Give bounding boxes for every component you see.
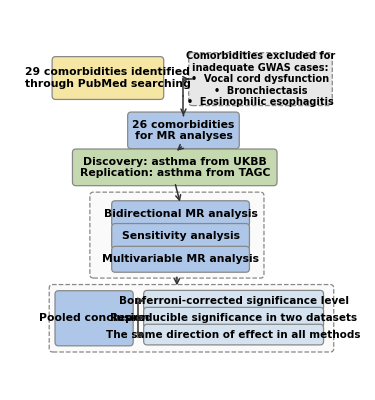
FancyBboxPatch shape (90, 192, 264, 278)
Text: 29 comorbidities identified
through PubMed searching: 29 comorbidities identified through PubM… (25, 67, 191, 89)
FancyBboxPatch shape (112, 201, 249, 227)
FancyBboxPatch shape (144, 290, 324, 311)
Text: Pooled conclusion: Pooled conclusion (39, 313, 149, 323)
Text: 26 comorbidities
for MR analyses: 26 comorbidities for MR analyses (132, 120, 235, 141)
Text: Comorbidities excluded for
inadequate GWAS cases:
•  Vocal cord dysfunction
•  B: Comorbidities excluded for inadequate GW… (186, 51, 335, 107)
FancyBboxPatch shape (72, 149, 277, 186)
Text: Bonferroni-corrected significance level: Bonferroni-corrected significance level (118, 296, 349, 306)
FancyBboxPatch shape (128, 112, 239, 149)
Text: Bidirectional MR analysis: Bidirectional MR analysis (104, 209, 258, 219)
Text: Reproducible significance in two datasets: Reproducible significance in two dataset… (110, 313, 357, 323)
Text: The same direction of effect in all methods: The same direction of effect in all meth… (106, 330, 361, 340)
FancyBboxPatch shape (144, 324, 324, 345)
FancyBboxPatch shape (55, 291, 133, 346)
FancyBboxPatch shape (112, 224, 249, 250)
FancyBboxPatch shape (112, 246, 249, 272)
FancyBboxPatch shape (144, 307, 324, 328)
FancyBboxPatch shape (52, 57, 164, 100)
FancyBboxPatch shape (49, 284, 334, 352)
Text: Multivariable MR analysis: Multivariable MR analysis (102, 254, 259, 264)
Text: Discovery: asthma from UKBB
Replication: asthma from TAGC: Discovery: asthma from UKBB Replication:… (80, 156, 270, 178)
FancyBboxPatch shape (189, 53, 332, 106)
Text: Sensitivity analysis: Sensitivity analysis (122, 232, 240, 242)
